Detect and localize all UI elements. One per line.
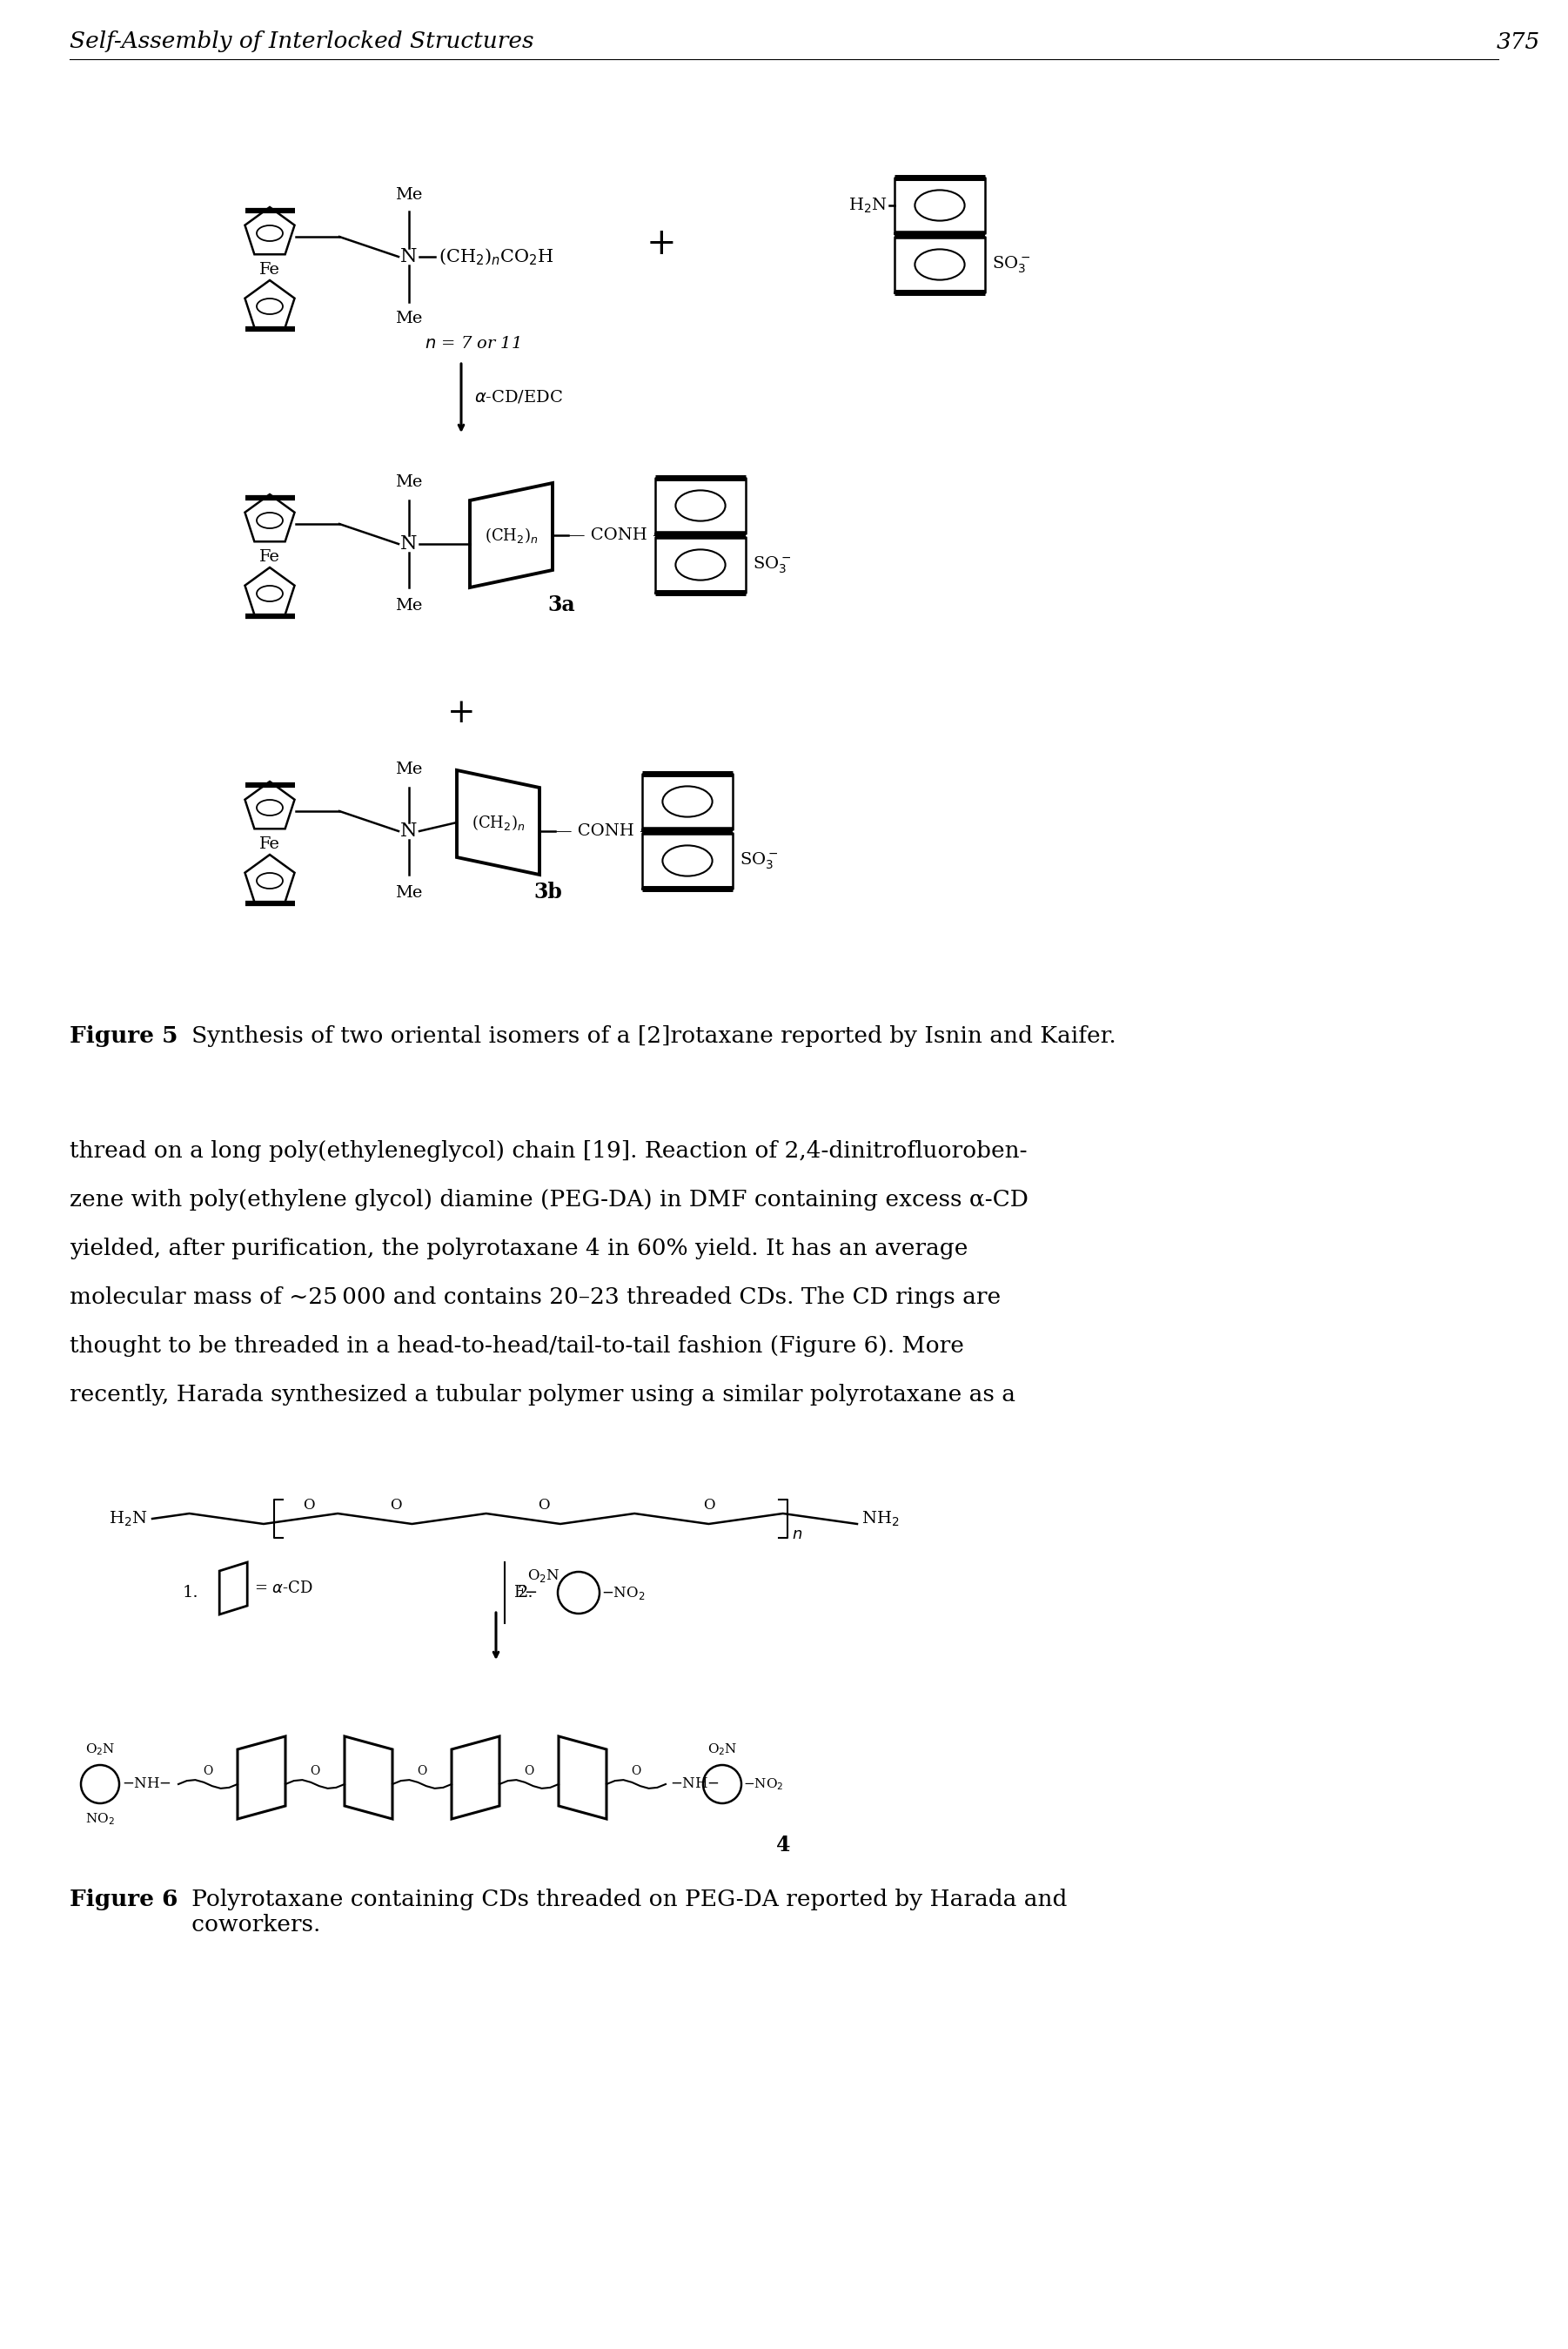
Text: Figure 6: Figure 6 — [69, 1889, 177, 1910]
Text: H$_2$N: H$_2$N — [110, 1510, 147, 1527]
Text: O: O — [524, 1764, 535, 1778]
Text: 3a: 3a — [547, 594, 575, 615]
Text: zene with poly(ethylene glycol) diamine (PEG-DA) in DMF containing excess α-CD: zene with poly(ethylene glycol) diamine … — [69, 1189, 1029, 1210]
Text: Fe: Fe — [259, 550, 281, 564]
Text: $-$NH$-$: $-$NH$-$ — [670, 1776, 720, 1792]
Text: O: O — [303, 1496, 315, 1513]
Text: Me: Me — [395, 761, 423, 778]
Text: yielded, after purification, the polyrotaxane 4 in 60% yield. It has an average: yielded, after purification, the polyrot… — [69, 1238, 967, 1259]
Text: (CH$_2$)$_n$: (CH$_2$)$_n$ — [485, 526, 538, 545]
Text: NH$_2$: NH$_2$ — [861, 1510, 900, 1527]
Text: $n$: $n$ — [792, 1527, 803, 1543]
Text: +: + — [646, 226, 676, 263]
Text: O$_2$N: O$_2$N — [527, 1567, 560, 1583]
Text: O: O — [310, 1764, 320, 1778]
Text: H$_2$N: H$_2$N — [848, 195, 887, 214]
Text: 375: 375 — [1496, 31, 1540, 52]
Text: +: + — [447, 698, 475, 731]
Text: $-$NO$_2$: $-$NO$_2$ — [743, 1776, 784, 1792]
Text: O$_2$N: O$_2$N — [85, 1741, 114, 1757]
Text: Me: Me — [395, 599, 423, 613]
Text: F$-$: F$-$ — [514, 1586, 538, 1600]
Text: $-$NH$-$: $-$NH$-$ — [122, 1776, 171, 1792]
Text: O: O — [632, 1764, 641, 1778]
Text: $-$NO$_2$: $-$NO$_2$ — [601, 1586, 646, 1602]
Text: (CH$_2$)$_n$: (CH$_2$)$_n$ — [472, 813, 525, 832]
Text: Synthesis of two oriental isomers of a [2]rotaxane reported by Isnin and Kaifer.: Synthesis of two oriental isomers of a [… — [169, 1024, 1116, 1048]
Text: thread on a long poly(ethyleneglycol) chain [19]. Reaction of 2,4-dinitrofluorob: thread on a long poly(ethyleneglycol) ch… — [69, 1139, 1027, 1163]
Text: O: O — [204, 1764, 213, 1778]
Text: (CH$_2$)$_n$CO$_2$H: (CH$_2$)$_n$CO$_2$H — [439, 247, 554, 268]
Text: O$_2$N: O$_2$N — [707, 1741, 737, 1757]
Text: Me: Me — [395, 886, 423, 900]
Text: Polyrotaxane containing CDs threaded on PEG-DA reported by Harada and
   coworke: Polyrotaxane containing CDs threaded on … — [169, 1889, 1068, 1936]
Text: $n$ = 7 or 11: $n$ = 7 or 11 — [425, 336, 521, 352]
Text: N: N — [400, 247, 417, 265]
Text: 2.: 2. — [517, 1586, 535, 1600]
Text: Self-Assembly of Interlocked Structures: Self-Assembly of Interlocked Structures — [69, 31, 533, 52]
Text: = $\alpha$-CD: = $\alpha$-CD — [254, 1581, 314, 1597]
Text: thought to be threaded in a head-to-head/tail-to-tail fashion (Figure 6). More: thought to be threaded in a head-to-head… — [69, 1334, 964, 1358]
Text: O: O — [417, 1764, 426, 1778]
Text: 4: 4 — [776, 1835, 790, 1856]
Text: — CONH —: — CONH — — [568, 529, 670, 543]
Text: 3b: 3b — [533, 881, 563, 902]
Text: Fe: Fe — [259, 263, 281, 277]
Text: NO$_2$: NO$_2$ — [85, 1811, 114, 1828]
Text: SO$_3^-$: SO$_3^-$ — [993, 254, 1030, 275]
Text: Me: Me — [395, 188, 423, 202]
Text: Me: Me — [395, 310, 423, 327]
Text: O: O — [704, 1496, 715, 1513]
Text: recently, Harada synthesized a tubular polymer using a similar polyrotaxane as a: recently, Harada synthesized a tubular p… — [69, 1384, 1016, 1405]
Text: $\alpha$-CD/EDC: $\alpha$-CD/EDC — [474, 388, 563, 404]
Text: O: O — [390, 1496, 401, 1513]
Text: Fe: Fe — [259, 836, 281, 853]
Text: 1.: 1. — [183, 1586, 199, 1600]
Text: N: N — [400, 822, 417, 841]
Text: Me: Me — [395, 474, 423, 491]
Text: N: N — [400, 533, 417, 554]
Text: SO$_3^-$: SO$_3^-$ — [753, 554, 792, 576]
Text: molecular mass of ~25 000 and contains 20–23 threaded CDs. The CD rings are: molecular mass of ~25 000 and contains 2… — [69, 1287, 1000, 1308]
Text: — CONH —: — CONH — — [555, 824, 657, 839]
Text: Figure 5: Figure 5 — [69, 1024, 177, 1048]
Text: SO$_3^-$: SO$_3^-$ — [740, 850, 778, 871]
Text: O: O — [538, 1496, 550, 1513]
